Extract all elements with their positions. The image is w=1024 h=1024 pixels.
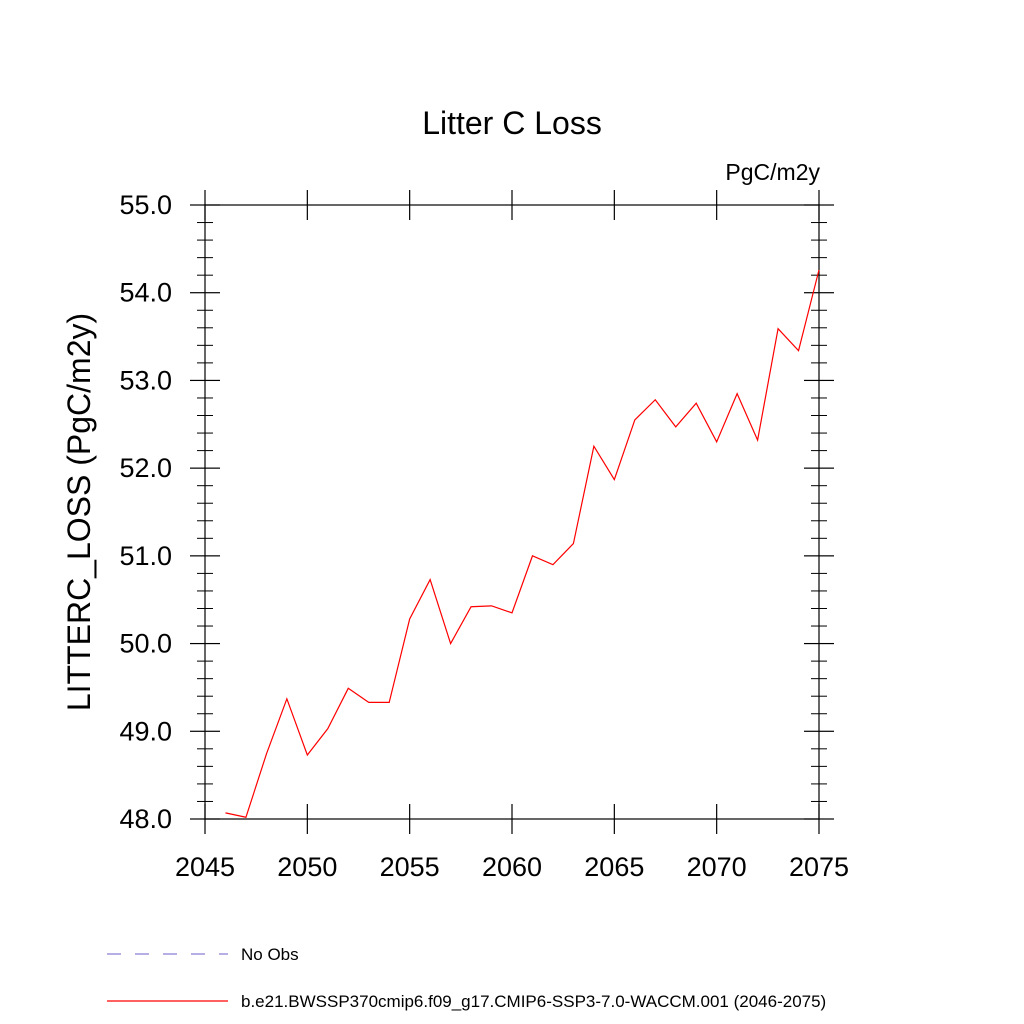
y-tick-label: 54.0 <box>119 278 172 308</box>
series-line <box>225 269 820 818</box>
units-label: PgC/m2y <box>725 159 820 185</box>
y-tick-label: 55.0 <box>119 190 172 220</box>
y-axis-label: LITTERC_LOSS (PgC/m2y) <box>61 313 97 711</box>
x-tick-label: 2050 <box>277 852 337 882</box>
x-tick-label: 2055 <box>380 852 440 882</box>
y-tick-label: 52.0 <box>119 453 172 483</box>
x-tick-label: 2045 <box>175 852 235 882</box>
x-tick-label: 2060 <box>482 852 542 882</box>
series-layer <box>225 269 820 818</box>
axis-ticks: 2045 2050 2055 2060 2065 2070 2075 48.0 49.0 50.0… <box>119 190 849 882</box>
y-tick-label: 49.0 <box>119 716 172 746</box>
x-tick-label: 2065 <box>584 852 644 882</box>
y-tick-label: 53.0 <box>119 365 172 395</box>
legend-label: No Obs <box>241 945 299 964</box>
y-tick-label: 48.0 <box>119 804 172 834</box>
legend-label: b.e21.BWSSP370cmip6.f09_g17.CMIP6-SSP3-7… <box>241 992 826 1011</box>
x-tick-label: 2070 <box>687 852 747 882</box>
y-tick-label: 51.0 <box>119 541 172 571</box>
y-tick-label: 50.0 <box>119 629 172 659</box>
legend: No Obs b.e21.BWSSP370cmip6.f09_g17.CMIP6-… <box>107 945 826 1011</box>
x-tick-label: 2075 <box>789 852 849 882</box>
chart-title: Litter C Loss <box>422 105 602 141</box>
